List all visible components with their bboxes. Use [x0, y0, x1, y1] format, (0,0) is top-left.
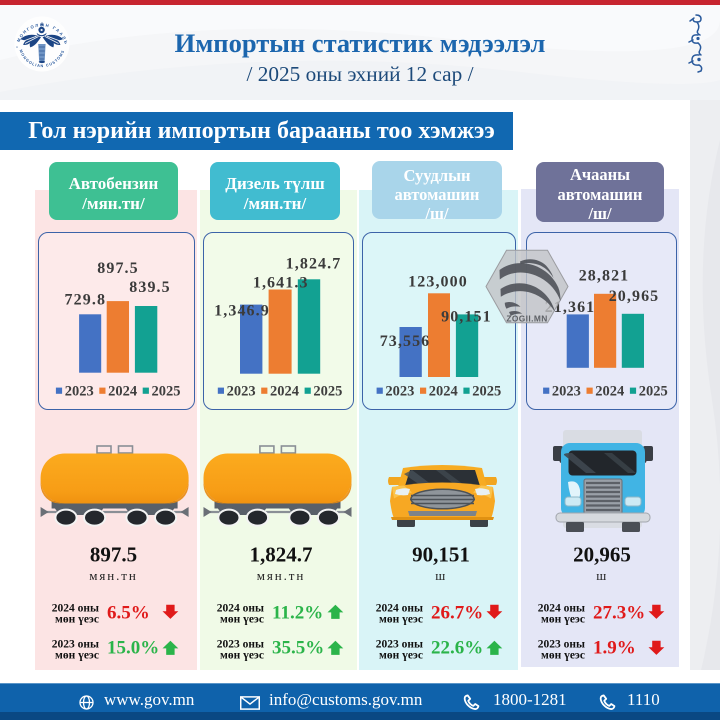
svg-text:2023 оны: 2023 оны	[538, 639, 585, 651]
svg-text:2023: 2023	[227, 383, 256, 399]
svg-text:мөн үеэс: мөн үеэс	[55, 650, 99, 662]
svg-text:123,000: 123,000	[408, 274, 468, 291]
svg-text:2023: 2023	[385, 383, 414, 399]
svg-text:1,346.9: 1,346.9	[214, 303, 270, 320]
svg-text:1.9%: 1.9%	[593, 638, 636, 659]
svg-text:20,965: 20,965	[573, 542, 631, 566]
svg-text:2025: 2025	[639, 383, 668, 399]
svg-text:мөн үеэс: мөн үеэс	[379, 650, 423, 662]
svg-text:2024: 2024	[595, 383, 624, 399]
svg-text:2024: 2024	[270, 383, 299, 399]
svg-text:90,151: 90,151	[441, 309, 492, 326]
svg-text:1,824.7: 1,824.7	[250, 542, 313, 566]
svg-text:ZOGII.MN: ZOGII.MN	[506, 314, 547, 324]
svg-text:897.5: 897.5	[97, 260, 139, 277]
svg-text:729.8: 729.8	[65, 292, 107, 309]
svg-text:73,556: 73,556	[380, 333, 431, 350]
svg-text:2023 оны: 2023 оны	[52, 639, 99, 651]
svg-text:2024 оны: 2024 оны	[52, 603, 99, 615]
svg-text:мөн үеэс: мөн үеэс	[220, 614, 264, 626]
svg-text:ш: ш	[596, 568, 608, 583]
svg-text:2023 оны: 2023 оны	[376, 639, 423, 651]
svg-text:2023: 2023	[65, 383, 94, 399]
svg-text:2025: 2025	[313, 383, 342, 399]
svg-text:2023 оны: 2023 оны	[217, 639, 264, 651]
svg-text:839.5: 839.5	[129, 279, 171, 296]
svg-text:6.5%: 6.5%	[107, 603, 150, 624]
svg-text:22.6%: 22.6%	[431, 638, 483, 659]
svg-text:20,965: 20,965	[609, 288, 660, 305]
svg-text:2025: 2025	[472, 383, 501, 399]
svg-text:мөн үеэс: мөн үеэс	[55, 614, 99, 626]
svg-text:1,641.3: 1,641.3	[253, 275, 309, 292]
svg-text:2024 оны: 2024 оны	[217, 603, 264, 615]
svg-text:35.5%: 35.5%	[272, 638, 324, 659]
svg-text:15.0%: 15.0%	[107, 638, 159, 659]
svg-text:2024: 2024	[108, 383, 137, 399]
svg-text:мөн үеэс: мөн үеэс	[541, 650, 585, 662]
svg-text:2024 оны: 2024 оны	[538, 603, 585, 615]
svg-text:28,821: 28,821	[579, 267, 630, 284]
svg-text:мян.тн: мян.тн	[257, 568, 305, 583]
svg-text:2023: 2023	[552, 383, 581, 399]
svg-text:11.2%: 11.2%	[272, 603, 323, 624]
svg-text:ш: ш	[435, 568, 447, 583]
svg-text:2024: 2024	[429, 383, 458, 399]
svg-text:1,824.7: 1,824.7	[286, 256, 342, 273]
svg-text:мөн үеэс: мөн үеэс	[379, 614, 423, 626]
svg-text:26.7%: 26.7%	[431, 603, 483, 624]
svg-text:2025: 2025	[152, 383, 181, 399]
svg-text:27.3%: 27.3%	[593, 603, 645, 624]
svg-text:2024 оны: 2024 оны	[376, 603, 423, 615]
svg-text:897.5: 897.5	[90, 542, 137, 566]
svg-text:90,151: 90,151	[412, 542, 470, 566]
svg-text:мөн үеэс: мөн үеэс	[220, 650, 264, 662]
svg-text:мөн үеэс: мөн үеэс	[541, 614, 585, 626]
svg-text:мян.тн: мян.тн	[89, 568, 137, 583]
